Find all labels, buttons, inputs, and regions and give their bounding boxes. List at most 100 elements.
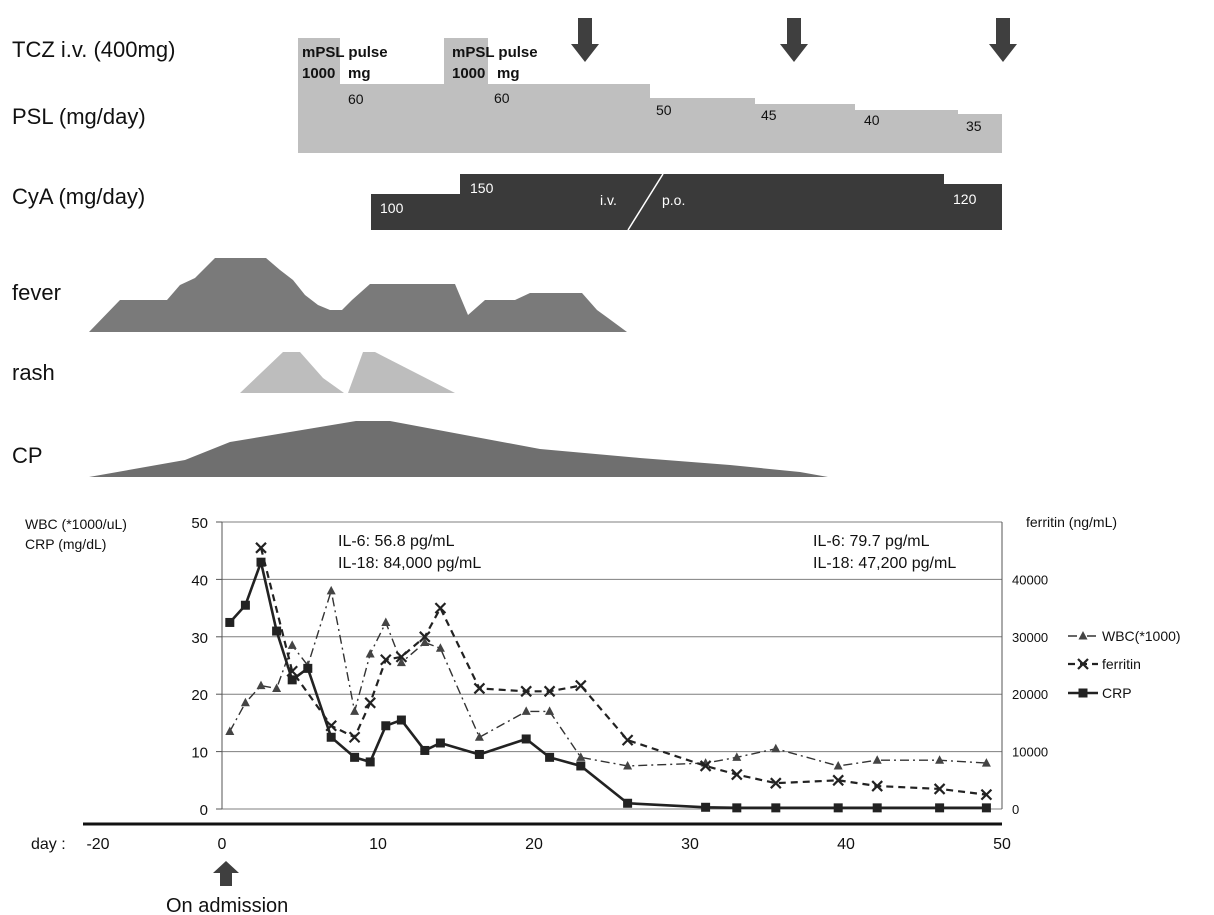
legend-label: WBC(*1000) — [1102, 628, 1181, 644]
day-tick-label: 20 — [525, 836, 543, 853]
left-tick-label: 20 — [191, 687, 208, 704]
crp-point — [771, 803, 781, 813]
wbc-point — [381, 617, 391, 626]
wbc-point — [1078, 631, 1088, 640]
cytokine-annotation-line: IL-6: 79.7 pg/mL — [813, 533, 930, 550]
crp-point — [1078, 688, 1088, 698]
wbc-point — [872, 755, 882, 764]
right-tick-label: 10000 — [1012, 745, 1048, 760]
crp-point — [935, 803, 945, 813]
left-tick-label: 50 — [191, 515, 208, 532]
crp-point — [576, 761, 586, 771]
cp-row-label: CP — [12, 443, 43, 468]
crp-point — [326, 732, 336, 742]
wbc-point — [935, 755, 945, 764]
tcz-dose-arrow — [780, 18, 808, 62]
left-tick-label: 0 — [200, 802, 208, 819]
tcz-dose-arrow — [571, 18, 599, 62]
psl-dose-steps — [298, 38, 1002, 153]
legend-item-ferritin: ferritin — [1068, 656, 1141, 672]
legend-item-crp: CRP — [1068, 685, 1132, 701]
crp-point — [381, 721, 391, 731]
x-axis-title: day : — [31, 836, 66, 853]
legend-label: CRP — [1102, 685, 1132, 701]
cya-dose-label: 120 — [953, 191, 977, 207]
crp-point — [435, 738, 445, 748]
wbc-point — [225, 726, 235, 736]
ferritin-point — [871, 780, 883, 792]
pulse-1-unit: mg — [348, 65, 371, 82]
day-tick-label: 40 — [837, 836, 855, 853]
crp-point — [365, 757, 375, 767]
ferritin-point — [770, 777, 782, 789]
right-tick-label: 40000 — [1012, 572, 1048, 587]
crp-point — [521, 734, 531, 744]
cp-course-area — [89, 421, 828, 477]
crp-point — [225, 617, 235, 627]
crp-point — [872, 803, 882, 813]
ferritin-point — [933, 783, 946, 795]
wbc-point — [521, 706, 531, 715]
crp-point — [256, 557, 266, 567]
admission-label: On admission — [166, 895, 288, 915]
pulse-2-title: mPSL pulse — [452, 44, 538, 61]
ferritin-point — [980, 788, 993, 801]
crp-point — [303, 663, 313, 673]
day-tick-label: 0 — [218, 836, 227, 853]
left-tick-label: 30 — [191, 630, 208, 647]
ferritin-point — [1077, 658, 1089, 670]
day-tick-label: 30 — [681, 836, 699, 853]
cytokine-annotation-line: IL-18: 47,200 pg/mL — [813, 555, 956, 572]
wbc-point — [365, 649, 375, 658]
ferritin-point — [575, 679, 587, 692]
pulse-1-title: mPSL pulse — [302, 44, 388, 61]
ferritin-point — [380, 653, 392, 666]
pulse-2-unit: mg — [497, 65, 520, 82]
wbc-point — [287, 640, 297, 649]
wbc-point — [833, 760, 843, 770]
tcz-dose-arrow — [989, 18, 1017, 62]
ferritin-point — [364, 697, 376, 709]
wbc-point — [623, 760, 633, 770]
cytokine-annotation-line: IL-18: 84,000 pg/mL — [338, 555, 481, 572]
pulse-1-dose: 1000 — [302, 65, 335, 82]
day-tick-label: -20 — [86, 836, 109, 853]
wbc-point — [272, 683, 282, 692]
route-switch-line — [627, 173, 664, 231]
wbc-point — [240, 697, 250, 707]
ferritin-point — [731, 768, 743, 781]
ferritin-point — [520, 685, 532, 698]
crp-point — [272, 626, 282, 636]
cya-route-iv: i.v. — [600, 192, 617, 208]
ferritin-point — [395, 651, 408, 663]
wbc-point — [326, 585, 336, 595]
psl-row-label: PSL (mg/day) — [12, 104, 146, 129]
crp-point — [545, 752, 555, 762]
right-tick-label: 0 — [1012, 802, 1019, 817]
right-tick-label: 30000 — [1012, 630, 1048, 645]
cya-route-po: p.o. — [662, 192, 685, 208]
ferritin-point — [419, 631, 431, 643]
cya-dose-label: 150 — [470, 180, 494, 196]
day-tick-label: 10 — [369, 836, 387, 853]
left-tick-label: 10 — [191, 745, 208, 762]
legend-item-wbc: WBC(*1000) — [1068, 628, 1181, 644]
crp-point — [350, 752, 360, 762]
right-tick-label: 20000 — [1012, 687, 1048, 702]
crp-point — [833, 803, 843, 813]
day-tick-label: 50 — [993, 836, 1011, 853]
left-axis-title-wbc: WBC (*1000/uL) — [25, 516, 127, 532]
rash-row-label: rash — [12, 360, 55, 385]
wbc-point — [732, 752, 742, 761]
crp-point — [623, 798, 633, 808]
psl-dose-label: 60 — [348, 91, 364, 107]
wbc-point — [420, 637, 430, 647]
fever-course-area — [89, 258, 627, 332]
admission-arrow-icon — [213, 861, 239, 886]
crp-point — [474, 749, 484, 759]
psl-dose-label: 50 — [656, 102, 672, 118]
lab-values-chart: 0 10 20 30 40 50 0 10000 20000 30000 40000 -20 0 10 20… — [83, 515, 1181, 853]
rash-course-area — [348, 352, 455, 393]
cya-dose-steps — [371, 174, 1002, 230]
